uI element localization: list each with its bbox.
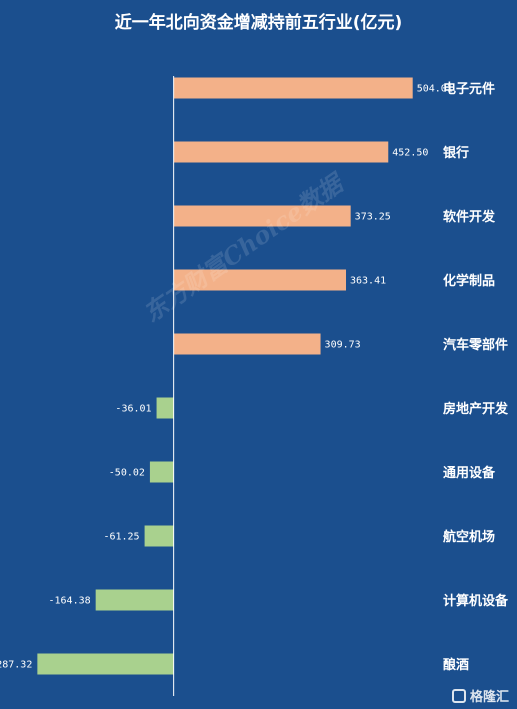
value-label-1: 504.01 <box>417 84 453 95</box>
value-label-9: -164.38 <box>49 596 91 607</box>
value-label-10: -287.32 <box>0 660 32 671</box>
bar-4 <box>173 269 347 291</box>
logo-text: 格隆汇 <box>469 690 509 705</box>
bars-group <box>37 77 413 675</box>
category-label-6: 房地产开发 <box>443 401 509 417</box>
value-label-2: 452.50 <box>392 148 428 159</box>
value-label-7: -50.02 <box>109 468 145 479</box>
value-label-6: -36.01 <box>115 404 151 415</box>
category-label-3: 软件开发 <box>443 209 496 225</box>
bar-6 <box>156 397 174 419</box>
bar-3 <box>173 205 351 227</box>
bar-8 <box>144 525 174 547</box>
bar-5 <box>173 333 321 355</box>
category-label-8: 航空机场 <box>443 529 495 545</box>
chart-title: 近一年北向资金增减持前五行业(亿元) <box>114 13 403 33</box>
category-label-10: 酿酒 <box>443 657 469 673</box>
value-label-3: 373.25 <box>355 212 391 223</box>
bar-1 <box>173 77 413 99</box>
bar-10 <box>37 653 174 675</box>
logo: 格隆汇 <box>451 686 509 705</box>
category-label-5: 汽车零部件 <box>443 337 508 353</box>
category-label-9: 计算机设备 <box>443 593 509 609</box>
category-label-4: 化学制品 <box>443 273 495 289</box>
category-label-2: 银行 <box>443 145 469 161</box>
value-label-4: 363.41 <box>350 276 386 287</box>
value-label-8: -61.25 <box>103 532 139 543</box>
category-label-1: 电子元件 <box>443 81 495 97</box>
bar-2 <box>173 141 389 163</box>
logo-mark-icon <box>451 688 466 703</box>
bar-9 <box>95 589 174 611</box>
category-label-7: 通用设备 <box>443 465 496 481</box>
value-label-5: 309.73 <box>325 340 361 351</box>
value-labels-group: 504.01 452.50 373.25 363.41 309.73 -36.01 -50.… <box>0 84 453 671</box>
bar-7 <box>149 461 174 483</box>
